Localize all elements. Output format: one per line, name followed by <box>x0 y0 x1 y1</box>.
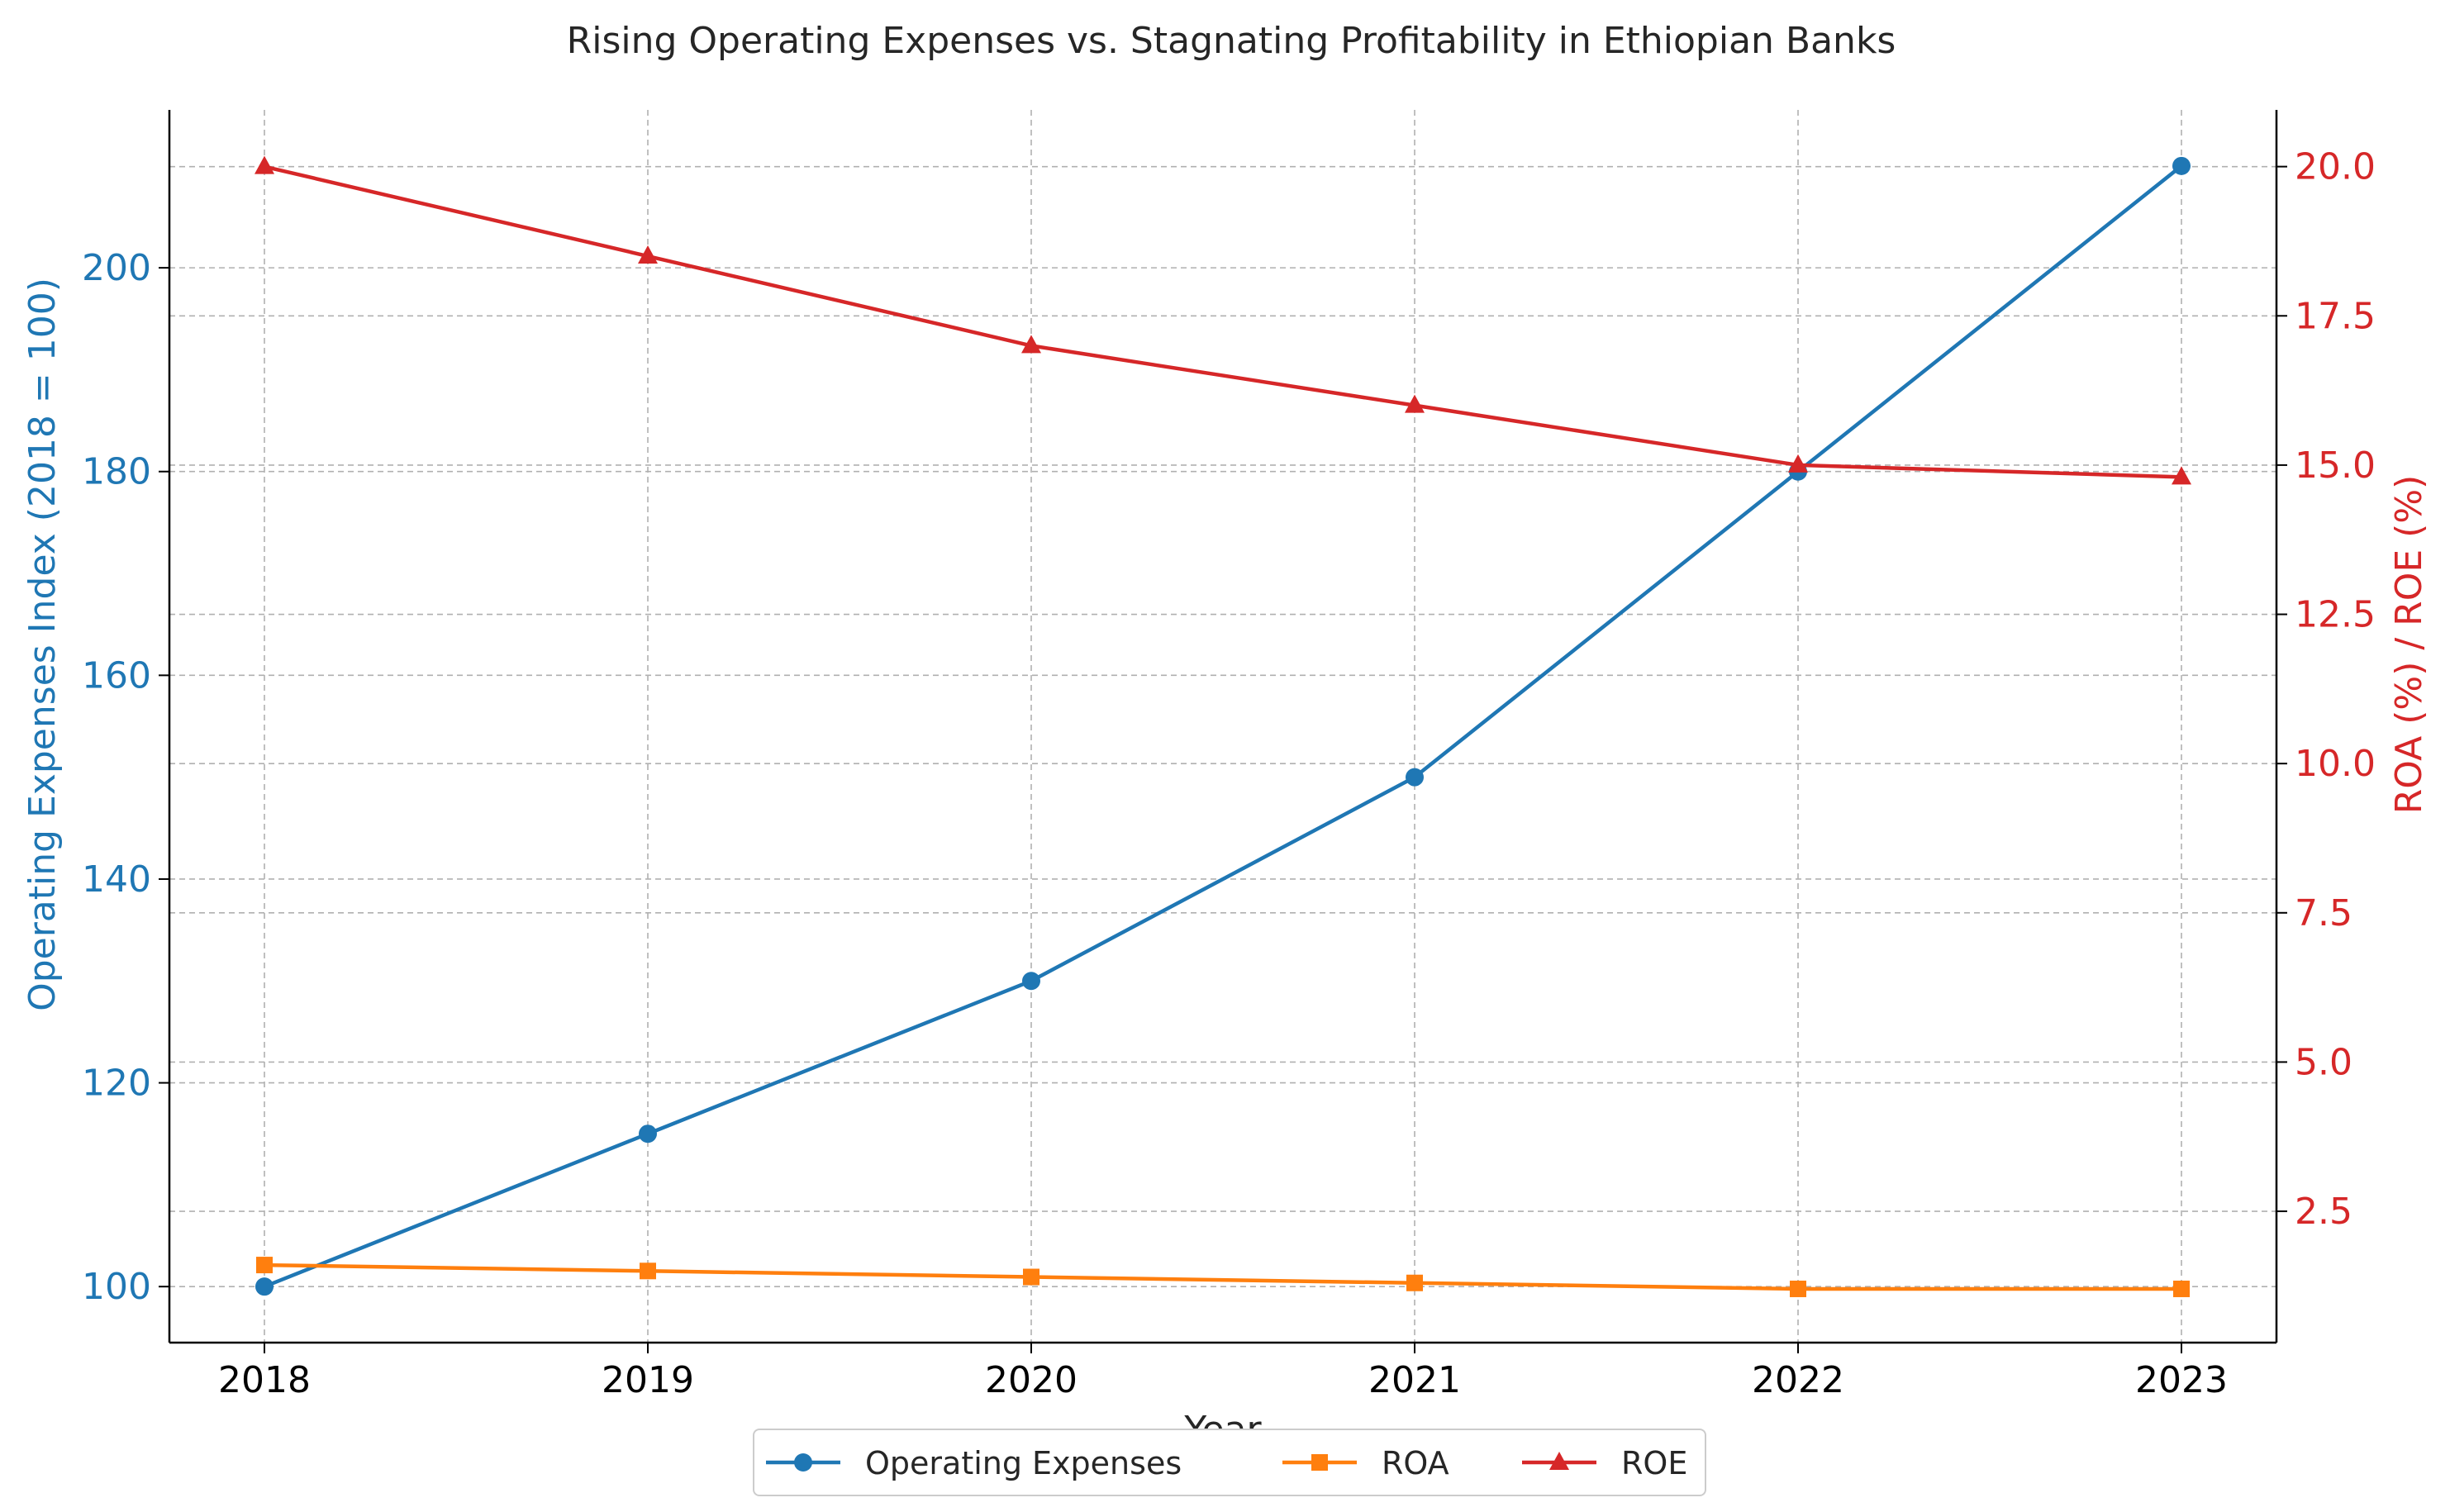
roa-point <box>1406 1274 1423 1291</box>
legend-swatch-marker <box>1549 1452 1569 1470</box>
x-tick-label: 2023 <box>2135 1359 2228 1401</box>
series <box>255 155 2191 1297</box>
roe-line <box>264 164 2182 479</box>
operating-expenses-point <box>1022 972 1040 991</box>
roe-point <box>1788 454 1808 473</box>
roe-point <box>1405 394 1425 413</box>
operating-expenses-point <box>1406 768 1424 787</box>
series-operating-expenses <box>255 156 2191 1296</box>
legend-label: Operating Expenses <box>865 1445 1182 1481</box>
roa-point <box>2173 1280 2190 1297</box>
right-y-tick-label: 2.5 <box>2295 1191 2352 1233</box>
right-y-axis-label: ROA (%) / ROE (%) <box>2388 475 2430 815</box>
left-y-tick-label: 140 <box>82 858 151 901</box>
legend: Operating Expenses ROA ROE <box>753 1429 1706 1496</box>
legend-swatch-marker <box>1311 1454 1328 1471</box>
roa-point <box>1790 1280 1806 1297</box>
legend-item-roe: ROE <box>1522 1445 1687 1481</box>
left-y-tick-label: 120 <box>82 1063 151 1105</box>
legend-label: ROA <box>1382 1445 1449 1481</box>
x-tick-label: 2018 <box>218 1359 311 1401</box>
right-y-tick-label: 12.5 <box>2295 594 2376 636</box>
right-y-tick-label: 10.0 <box>2295 743 2376 785</box>
x-tick-label: 2019 <box>602 1359 694 1401</box>
legend-label: ROE <box>1621 1445 1687 1481</box>
roa-point <box>640 1262 656 1280</box>
right-y-tick-label: 15.0 <box>2295 445 2376 487</box>
legend-item-roa: ROA <box>1282 1445 1449 1481</box>
left-y-tick-label: 160 <box>82 654 151 697</box>
legend-item-operating-expenses: Operating Expenses <box>766 1445 1182 1481</box>
axes: 2018 2019 2020 2021 2022 2023 100 120 140 160 180 2… <box>82 110 2376 1401</box>
right-y-tick-label: 5.0 <box>2295 1041 2352 1083</box>
x-tick-label: 2022 <box>1752 1359 1844 1401</box>
left-y-tick-label: 200 <box>82 247 151 289</box>
legend-swatch-marker <box>794 1453 812 1472</box>
series-roe <box>255 155 2191 485</box>
chart-title: Rising Operating Expenses vs. Stagnating… <box>567 20 1896 62</box>
left-y-axis-label: Operating Expenses Index (2018 = 100) <box>21 278 64 1011</box>
roa-point <box>1023 1268 1039 1286</box>
right-y-tick-label: 17.5 <box>2295 295 2376 337</box>
right-y-tick-label: 7.5 <box>2295 892 2352 934</box>
roa-line <box>264 1262 2181 1291</box>
roe-point <box>2172 466 2191 485</box>
operating-expenses-line <box>264 164 2183 1289</box>
legend-box <box>753 1429 1706 1496</box>
roe-point <box>255 155 274 174</box>
roa-point <box>256 1257 273 1274</box>
left-y-tick-label: 180 <box>82 451 151 493</box>
right-y-tick-label: 20.0 <box>2295 146 2376 188</box>
roe-point <box>1021 335 1041 354</box>
left-y-tick-label: 100 <box>82 1266 151 1308</box>
operating-expenses-point <box>639 1124 657 1144</box>
roe-point <box>638 245 658 264</box>
operating-expenses-point <box>2172 156 2191 175</box>
x-tick-label: 2020 <box>985 1359 1078 1401</box>
series-roa <box>256 1257 2190 1297</box>
operating-expenses-point <box>255 1277 274 1296</box>
x-tick-label: 2021 <box>1368 1359 1461 1401</box>
